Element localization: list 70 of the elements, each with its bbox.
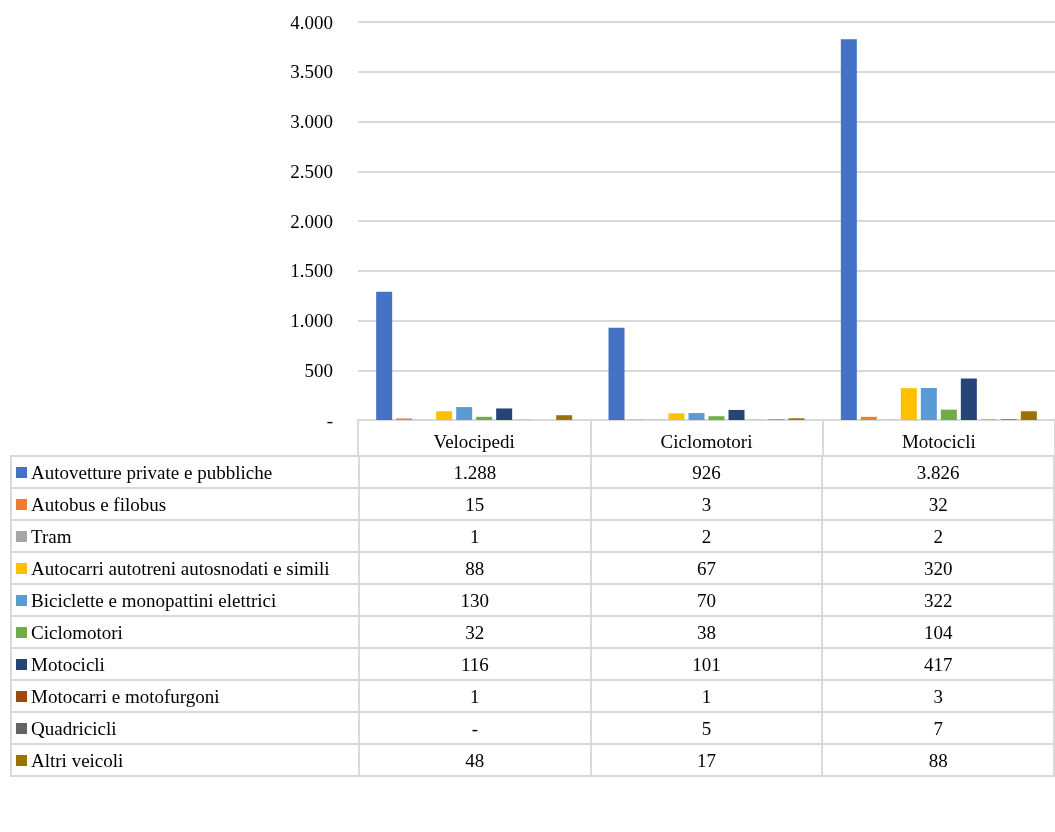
y-tick-label: 4.000 bbox=[290, 11, 333, 33]
legend-label: Autobus e filobus bbox=[11, 488, 359, 520]
data-label: 67 bbox=[590, 552, 823, 584]
legend-label: Quadricicli bbox=[11, 712, 359, 744]
data-label: 38 bbox=[590, 616, 823, 648]
legend-label: Autovetture private e pubbliche bbox=[11, 456, 359, 488]
bar bbox=[728, 409, 745, 420]
data-label: 320 bbox=[822, 552, 1054, 584]
data-label: 88 bbox=[822, 744, 1054, 776]
y-tick-label: - bbox=[326, 409, 333, 431]
data-label: 88 bbox=[359, 552, 591, 584]
y-tick-label: 2.500 bbox=[290, 160, 333, 182]
data-label: 101 bbox=[590, 648, 823, 680]
bar bbox=[860, 416, 877, 420]
text: - bbox=[471, 717, 478, 739]
data-label: 130 bbox=[359, 584, 591, 616]
data-label: 1.288 bbox=[359, 456, 591, 488]
y-tick-label: 2.000 bbox=[290, 210, 333, 232]
bar bbox=[688, 413, 705, 420]
bar bbox=[940, 409, 957, 420]
data-label: 2 bbox=[590, 520, 823, 552]
bar bbox=[556, 415, 573, 420]
legend-label: Ciclomotori bbox=[11, 616, 359, 648]
data-label: 3 bbox=[822, 680, 1054, 712]
data-label: 32 bbox=[822, 488, 1054, 520]
bar bbox=[496, 408, 513, 420]
y-tick-label: 1.000 bbox=[290, 310, 333, 331]
data-label: 7 bbox=[822, 712, 1054, 744]
data-label: 926 bbox=[590, 456, 823, 488]
data-label: 104 bbox=[822, 616, 1054, 648]
data-label: 3 bbox=[590, 488, 823, 520]
bar bbox=[1020, 411, 1037, 420]
data-label: 1 bbox=[590, 680, 823, 712]
x-tick-label: Motocicli bbox=[901, 431, 976, 452]
bar bbox=[960, 378, 977, 420]
data-label: 3.826 bbox=[822, 456, 1054, 488]
data-label: 17 bbox=[590, 744, 823, 776]
legend-label: Tram bbox=[11, 520, 359, 552]
bar bbox=[456, 407, 473, 420]
bar bbox=[476, 416, 493, 420]
data-label: 322 bbox=[822, 584, 1054, 616]
data-label: 48 bbox=[359, 744, 591, 776]
x-tick-label: Velocipedi bbox=[433, 431, 515, 452]
data-label: 417 bbox=[822, 648, 1054, 680]
bar bbox=[900, 388, 917, 420]
y-tick-label: 3.000 bbox=[290, 111, 333, 132]
data-label: 1 bbox=[359, 520, 591, 552]
data-label: 5 bbox=[590, 712, 823, 744]
bar bbox=[840, 39, 857, 420]
bar bbox=[668, 413, 685, 420]
legend-label: Autocarri autotreni autosnodati e simili bbox=[11, 552, 359, 584]
data-label: 32 bbox=[359, 616, 591, 648]
legend-label: Biciclette e monopattini elettrici bbox=[11, 584, 359, 616]
y-tick-label: 500 bbox=[304, 359, 333, 381]
y-tick-label: 1.500 bbox=[290, 260, 333, 282]
legend-label: Motocicli bbox=[11, 648, 359, 680]
bar bbox=[608, 327, 625, 420]
legend-label: Motocarri e motofurgoni bbox=[11, 680, 359, 712]
bar bbox=[708, 416, 725, 420]
data-label: 116 bbox=[359, 648, 591, 680]
data-label: 2 bbox=[822, 520, 1054, 552]
data-label: 70 bbox=[590, 584, 823, 616]
data-label: 15 bbox=[359, 488, 591, 520]
data-label: 1 bbox=[359, 680, 591, 712]
bar bbox=[436, 411, 453, 420]
legend-label: Altri veicoli bbox=[11, 744, 359, 776]
y-tick-label: 3.500 bbox=[290, 61, 333, 83]
bar bbox=[376, 291, 393, 420]
bar bbox=[920, 387, 937, 420]
x-tick-label: Ciclomotori bbox=[660, 431, 753, 452]
